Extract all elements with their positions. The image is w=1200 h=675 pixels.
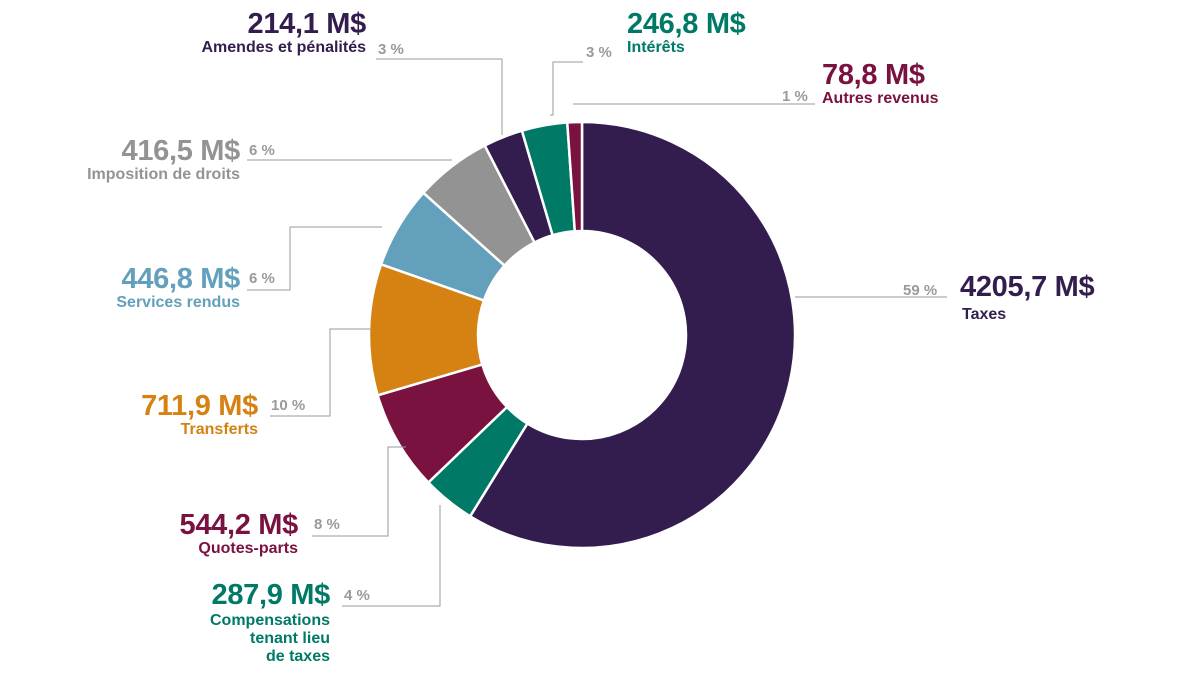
label-imposition: 416,5 M$ Imposition de droits bbox=[20, 136, 240, 184]
slice-percent-quotes: 8 % bbox=[314, 516, 340, 533]
slice-name-compensations-line2: tenant lieu bbox=[249, 630, 330, 647]
leader-line-quotes bbox=[312, 446, 406, 537]
slice-name-compensations-line1: Compensations bbox=[209, 612, 330, 629]
slice-percent-interets: 3 % bbox=[586, 44, 612, 61]
slice-name-imposition: Imposition de droits bbox=[87, 166, 240, 183]
leader-line-amendes bbox=[376, 58, 503, 135]
slice-percent-taxes: 59 % bbox=[903, 282, 938, 299]
leader-line-transferts bbox=[270, 328, 372, 417]
slice-name-interets: Intérêts bbox=[627, 39, 685, 56]
slice-percent-imposition: 6 % bbox=[249, 142, 275, 159]
slice-value-imposition: 416,5 M$ bbox=[121, 135, 240, 167]
slice-value-services: 446,8 M$ bbox=[121, 263, 240, 295]
leader-lines bbox=[247, 58, 947, 607]
slice-value-transferts: 711,9 M$ bbox=[141, 390, 258, 422]
slice-percent-services: 6 % bbox=[249, 270, 275, 287]
slice-autres bbox=[566, 120, 584, 233]
slice-value-interets: 246,8 M$ bbox=[627, 8, 746, 40]
label-transferts: 711,9 M$ Transferts bbox=[60, 391, 258, 439]
slice-name-quotes: Quotes-parts bbox=[198, 540, 298, 557]
label-quotes: 544,2 M$ Quotes-parts bbox=[100, 510, 298, 558]
slice-value-autres: 78,8 M$ bbox=[822, 59, 925, 91]
slice-percent-autres: 1 % bbox=[782, 88, 808, 105]
leader-line-services bbox=[247, 226, 382, 291]
slice-name-autres: Autres revenus bbox=[822, 90, 939, 107]
label-services: 446,8 M$ Services rendus bbox=[40, 264, 240, 312]
slice-taxes bbox=[468, 120, 797, 550]
leader-line-compensations bbox=[342, 505, 441, 607]
donut-slices bbox=[367, 120, 797, 550]
slice-value-amendes: 214,1 M$ bbox=[247, 8, 366, 40]
slice-value-taxes: 4205,7 M$ bbox=[960, 271, 1095, 303]
slice-name-compensations-line3: de taxes bbox=[265, 648, 330, 665]
slice-percent-transferts: 10 % bbox=[271, 397, 306, 414]
slice-percent-compensations: 4 % bbox=[344, 587, 370, 604]
slice-name-taxes: Taxes bbox=[962, 306, 1007, 323]
label-interets: 246,8 M$ Intérêts bbox=[627, 9, 746, 57]
label-compensations: 287,9 M$ Compensations tenant lieu de ta… bbox=[150, 580, 330, 666]
slice-name-services: Services rendus bbox=[116, 294, 240, 311]
slice-percent-amendes: 3 % bbox=[378, 41, 404, 58]
slice-value-quotes: 544,2 M$ bbox=[179, 509, 298, 541]
slice-value-compensations: 287,9 M$ bbox=[211, 579, 330, 611]
leader-line-interets bbox=[550, 61, 583, 116]
slice-name-amendes: Amendes et pénalités bbox=[201, 39, 367, 56]
slice-name-transferts: Transferts bbox=[180, 421, 258, 438]
label-amendes: 214,1 M$ Amendes et pénalités bbox=[140, 8, 367, 57]
label-autres: 78,8 M$ Autres revenus bbox=[822, 60, 939, 108]
